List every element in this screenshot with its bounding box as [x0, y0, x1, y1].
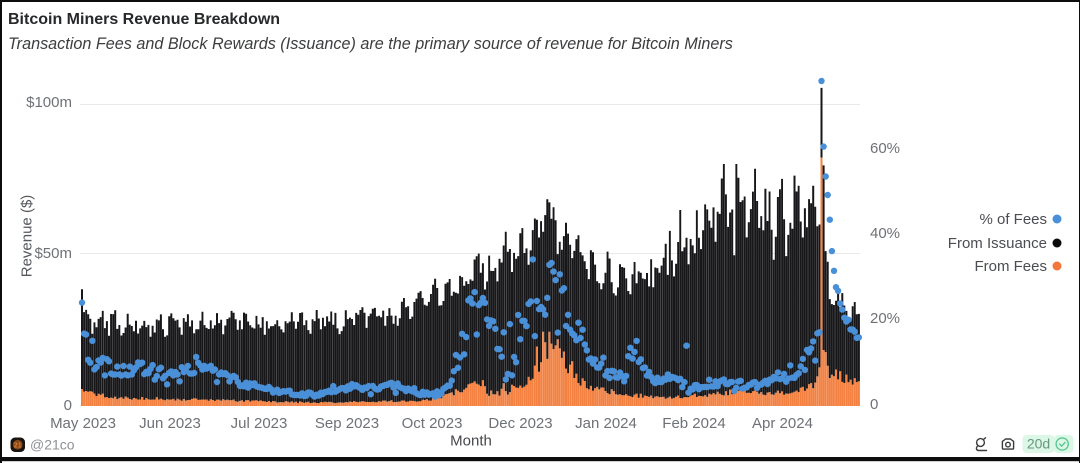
svg-text:0: 0 — [64, 397, 72, 414]
svg-text:Jun 2023: Jun 2023 — [139, 415, 201, 432]
svg-text:21: 21 — [14, 442, 22, 449]
svg-text:40%: 40% — [870, 225, 900, 242]
svg-text:Sep 2023: Sep 2023 — [315, 415, 379, 432]
svg-text:20d: 20d — [1027, 436, 1050, 452]
svg-text:From Issuance: From Issuance — [948, 235, 1047, 252]
svg-text:From Fees: From Fees — [974, 258, 1047, 275]
svg-text:Oct 2023: Oct 2023 — [402, 415, 463, 432]
svg-text:Month: Month — [450, 433, 492, 450]
svg-text:Revenue ($): Revenue ($) — [19, 195, 36, 278]
svg-text:60%: 60% — [870, 140, 900, 157]
svg-text:May 2023: May 2023 — [50, 415, 116, 432]
svg-text:@21co: @21co — [30, 437, 75, 453]
svg-text:Apr 2024: Apr 2024 — [752, 415, 813, 432]
svg-text:20%: 20% — [870, 310, 900, 327]
svg-text:Feb 2024: Feb 2024 — [662, 415, 725, 432]
svg-text:$100m: $100m — [26, 94, 72, 111]
svg-text:Jan 2024: Jan 2024 — [575, 415, 637, 432]
svg-text:% of Fees: % of Fees — [979, 211, 1047, 228]
svg-text:0: 0 — [870, 396, 878, 413]
svg-text:$50m: $50m — [34, 245, 72, 262]
svg-text:Jul 2023: Jul 2023 — [231, 415, 288, 432]
svg-text:Dec 2023: Dec 2023 — [488, 415, 552, 432]
